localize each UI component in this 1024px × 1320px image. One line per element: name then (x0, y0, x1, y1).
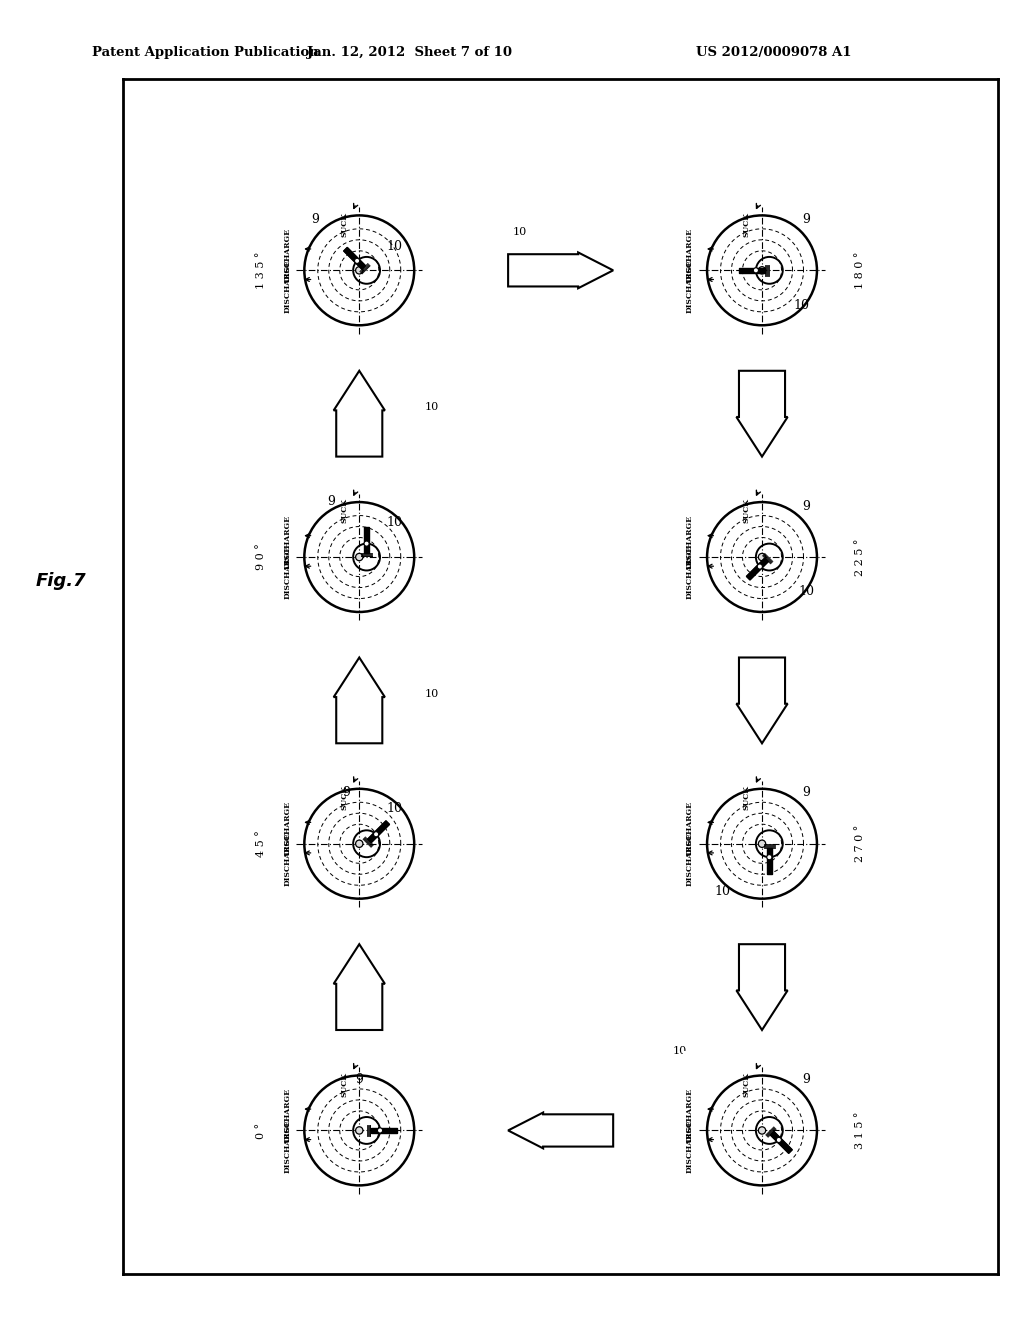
Polygon shape (770, 1131, 793, 1154)
Polygon shape (334, 371, 385, 457)
Text: 9 0 °: 9 0 ° (256, 544, 266, 570)
Text: Jan. 12, 2012  Sheet 7 of 10: Jan. 12, 2012 Sheet 7 of 10 (307, 46, 512, 59)
Text: 2 7 0 °: 2 7 0 ° (855, 825, 865, 862)
Text: DISCHARGE: DISCHARGE (686, 259, 694, 313)
Text: 10: 10 (513, 227, 526, 238)
Text: 4 5 °: 4 5 ° (256, 830, 266, 857)
Text: 10: 10 (425, 403, 439, 412)
Text: 10: 10 (794, 298, 810, 312)
Circle shape (355, 267, 362, 275)
Text: US 2012/0009078 A1: US 2012/0009078 A1 (696, 46, 852, 59)
Text: 10: 10 (715, 884, 730, 898)
Text: DISCHARGE: DISCHARGE (686, 228, 694, 282)
Text: DISCHARGE: DISCHARGE (284, 1088, 291, 1142)
Text: 1 3 5 °: 1 3 5 ° (256, 252, 266, 289)
Text: DISCHARGE: DISCHARGE (284, 515, 291, 569)
Text: DISCHARGE: DISCHARGE (284, 228, 291, 282)
Text: SUCK: SUCK (340, 499, 348, 524)
Text: DISCHARGE: DISCHARGE (284, 801, 291, 855)
Polygon shape (334, 657, 385, 743)
Text: 1 8 0 °: 1 8 0 ° (855, 252, 865, 289)
Circle shape (374, 832, 379, 837)
Text: 10: 10 (425, 689, 439, 698)
Polygon shape (344, 247, 366, 269)
Text: 3 1 5 °: 3 1 5 ° (855, 1111, 865, 1150)
Circle shape (759, 267, 766, 275)
Text: 10: 10 (386, 240, 402, 253)
Text: 10: 10 (386, 516, 402, 528)
Text: 9: 9 (803, 500, 810, 512)
Text: SUCK: SUCK (340, 785, 348, 810)
Text: 9: 9 (803, 787, 810, 800)
Polygon shape (746, 558, 768, 579)
Text: 10: 10 (799, 586, 814, 598)
Polygon shape (736, 657, 787, 743)
Text: SUCK: SUCK (742, 785, 751, 810)
Text: 9: 9 (803, 1073, 810, 1086)
Polygon shape (508, 252, 613, 288)
Text: DISCHARGE: DISCHARGE (686, 832, 694, 886)
Polygon shape (334, 944, 385, 1030)
Text: DISCHARGE: DISCHARGE (686, 545, 694, 599)
Text: 9: 9 (343, 787, 350, 800)
Text: Patent Application Publication: Patent Application Publication (92, 46, 318, 59)
Text: 9: 9 (311, 213, 318, 226)
Text: 2 2 5 °: 2 2 5 ° (855, 539, 865, 576)
Text: 10: 10 (673, 1047, 687, 1056)
Polygon shape (365, 527, 370, 553)
Text: 9: 9 (803, 213, 810, 226)
Circle shape (378, 1127, 383, 1133)
Circle shape (776, 1138, 781, 1143)
Circle shape (355, 1127, 362, 1134)
Polygon shape (739, 268, 765, 273)
Text: 10: 10 (386, 803, 402, 816)
Text: 9: 9 (355, 1073, 364, 1086)
Text: DISCHARGE: DISCHARGE (686, 1088, 694, 1142)
Text: SUCK: SUCK (340, 211, 348, 236)
Polygon shape (767, 847, 772, 874)
Circle shape (365, 541, 370, 546)
Circle shape (759, 553, 766, 561)
Text: DISCHARGE: DISCHARGE (284, 1119, 291, 1172)
Circle shape (759, 1127, 766, 1134)
Polygon shape (736, 944, 787, 1030)
Text: SUCK: SUCK (742, 1072, 751, 1097)
Polygon shape (508, 1113, 613, 1148)
Polygon shape (368, 821, 389, 842)
Circle shape (355, 840, 362, 847)
Text: DISCHARGE: DISCHARGE (284, 832, 291, 886)
Text: DISCHARGE: DISCHARGE (284, 545, 291, 599)
Circle shape (758, 564, 763, 569)
Circle shape (767, 854, 772, 859)
Text: Fig.7: Fig.7 (36, 572, 86, 590)
Text: DISCHARGE: DISCHARGE (686, 515, 694, 569)
Text: SUCK: SUCK (742, 499, 751, 524)
Text: DISCHARGE: DISCHARGE (686, 801, 694, 855)
Text: DISCHARGE: DISCHARGE (284, 259, 291, 313)
Circle shape (355, 553, 362, 561)
Text: SUCK: SUCK (340, 1072, 348, 1097)
Polygon shape (371, 1127, 396, 1133)
Text: DISCHARGE: DISCHARGE (686, 1119, 694, 1172)
Text: 0 °: 0 ° (256, 1122, 266, 1139)
Circle shape (754, 268, 759, 273)
Text: SUCK: SUCK (742, 211, 751, 236)
Polygon shape (736, 371, 787, 457)
Circle shape (759, 840, 766, 847)
Text: 9: 9 (327, 495, 335, 508)
Circle shape (354, 259, 359, 264)
